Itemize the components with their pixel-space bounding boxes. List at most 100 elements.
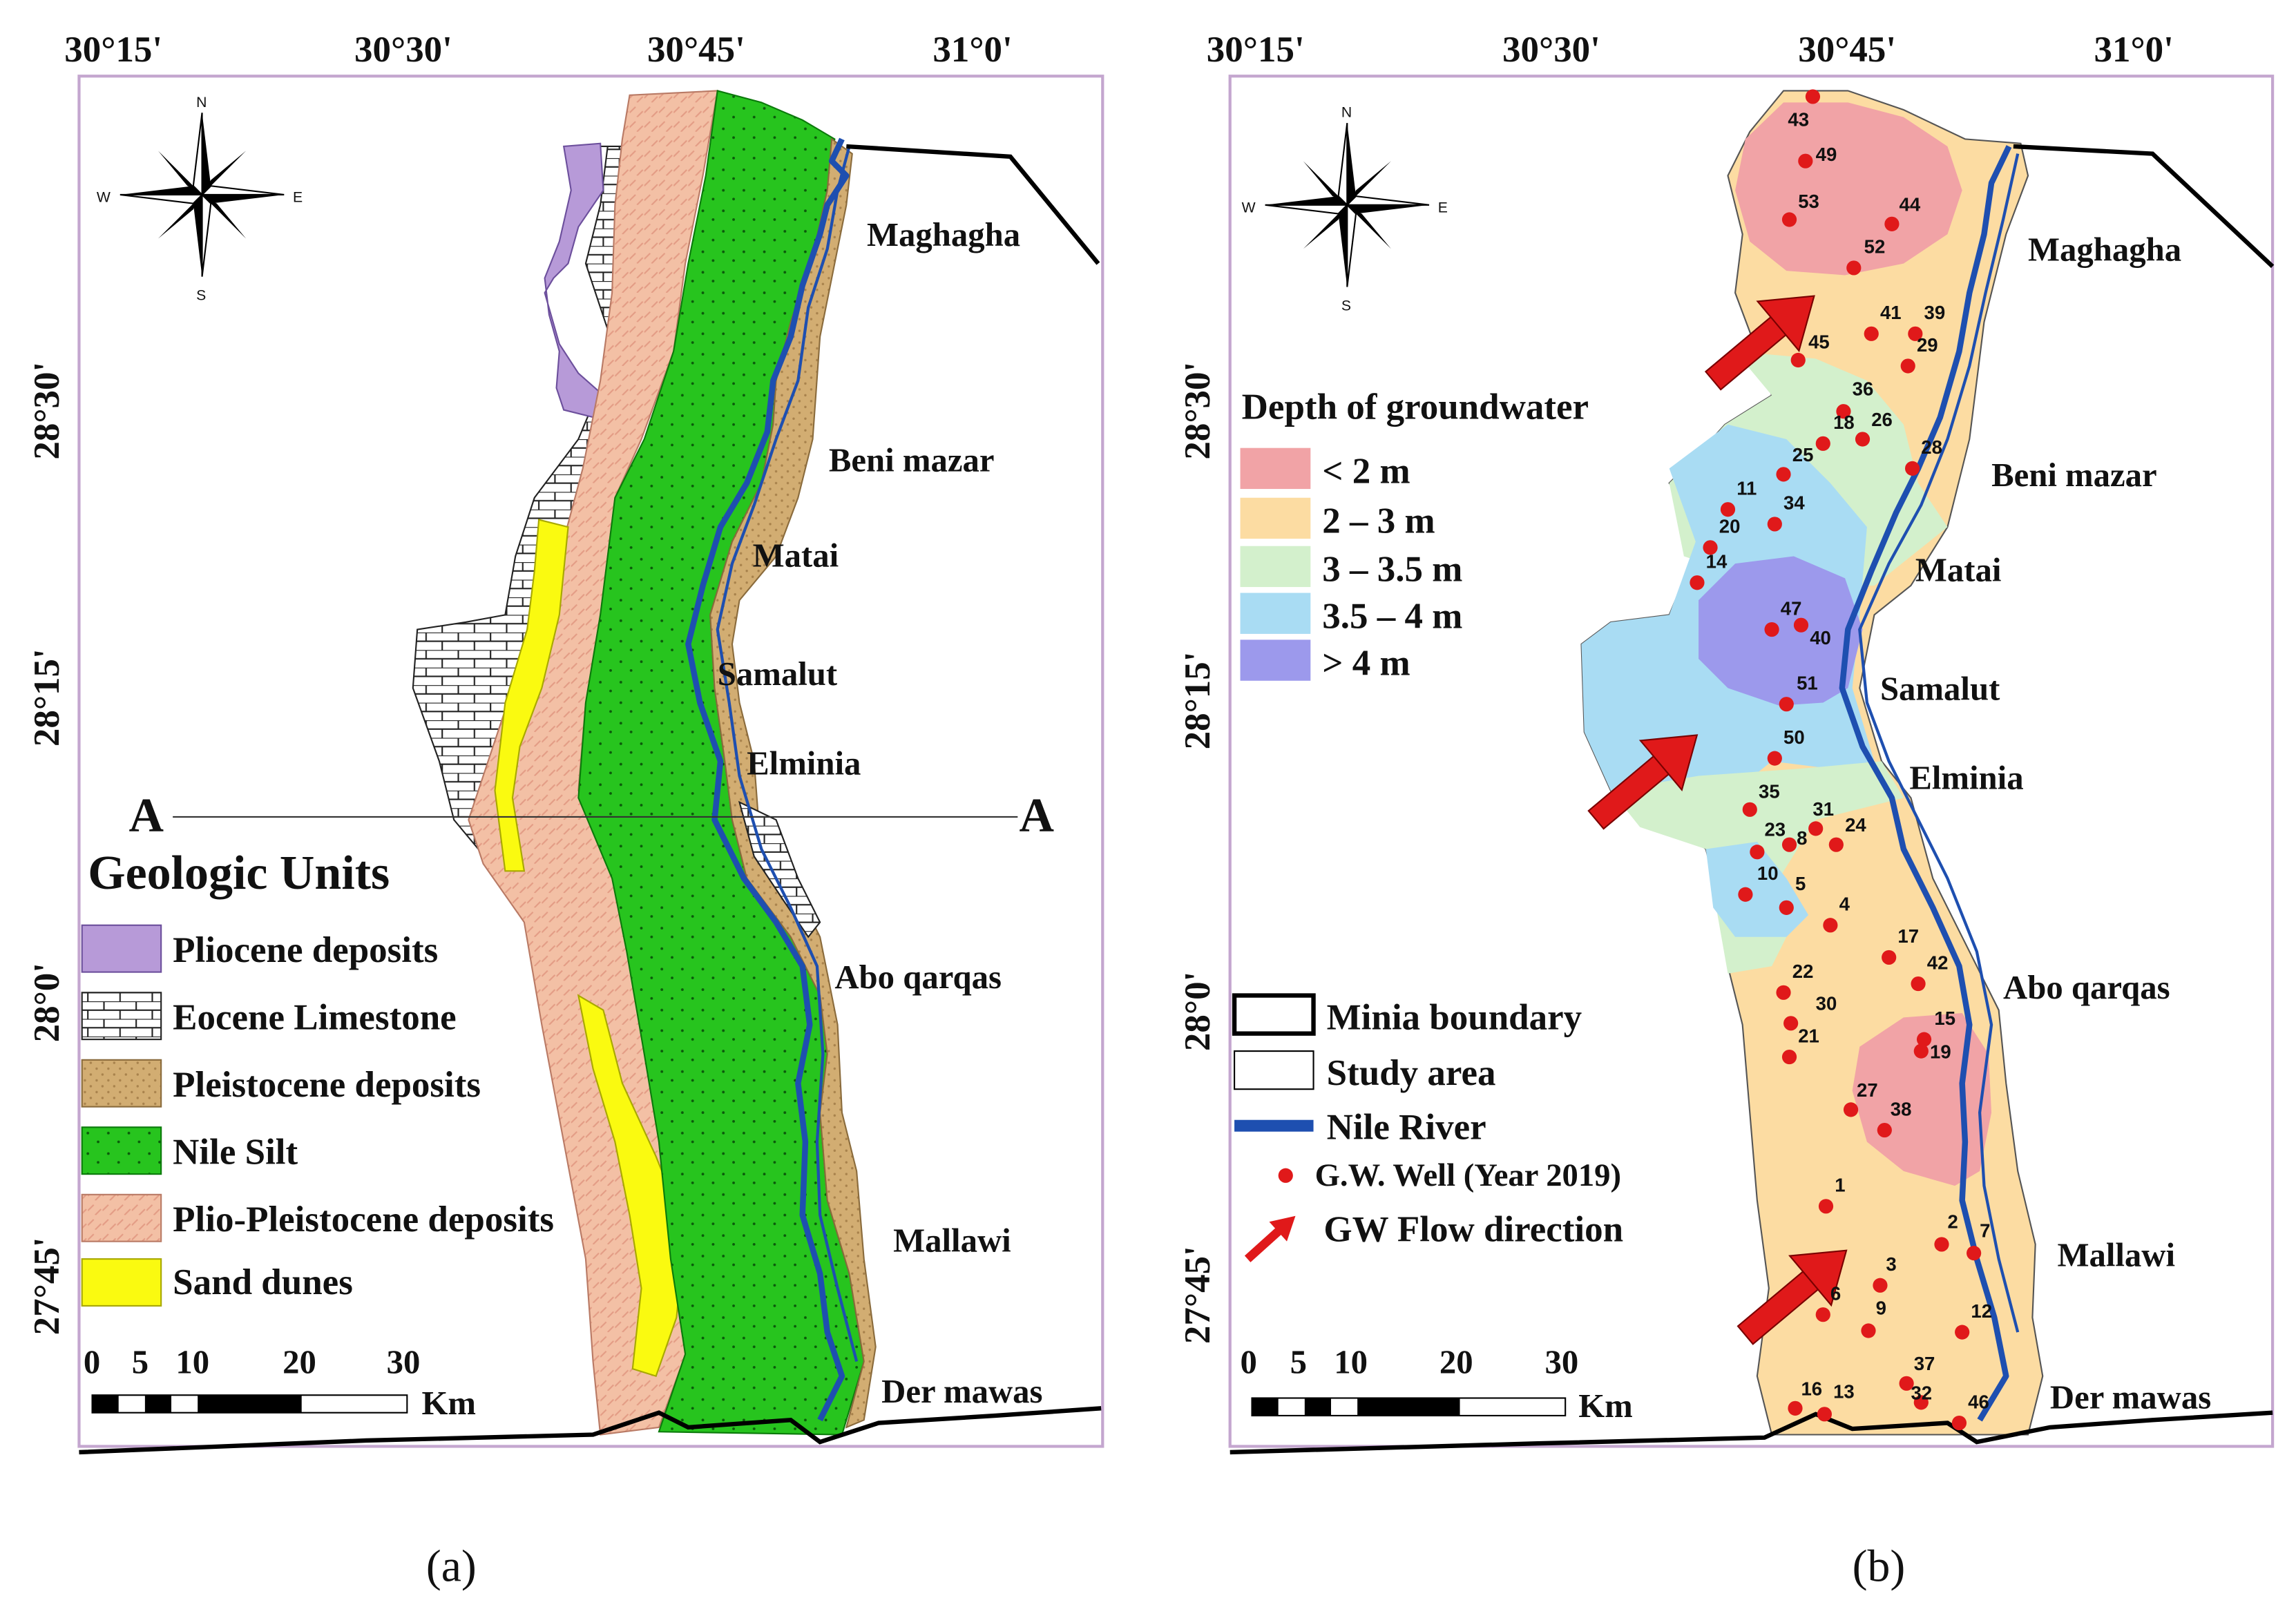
town-a-abo-qarqas: Abo qarqas — [834, 959, 1002, 996]
town-b-elminia: Elminia — [1909, 760, 2023, 797]
town-b-der-mawas: Der mawas — [2050, 1378, 2211, 1416]
town-a-beni-mazar: Beni mazar — [829, 442, 995, 479]
coord-top-b-3: 30°45' — [1798, 30, 1896, 70]
well-marker — [1808, 821, 1824, 836]
legend-b-3-5-4m: 3.5 – 4 m — [1322, 596, 1462, 636]
north-arrow-icon-b: N E S W — [1242, 105, 1448, 314]
legend-b-symbols: Minia boundary Study area Nile River G.W… — [1232, 993, 1623, 1262]
well-marker — [1823, 918, 1838, 933]
well-label: 9 — [1876, 1298, 1886, 1319]
well-label: 11 — [1737, 478, 1757, 499]
well-marker — [1750, 845, 1765, 860]
svg-text:0: 0 — [1241, 1343, 1257, 1380]
well-marker — [1908, 326, 1923, 341]
well-label: 24 — [1845, 814, 1866, 836]
svg-text:W: W — [1242, 200, 1256, 215]
town-a-samalut: Samalut — [718, 655, 838, 693]
well-marker — [1793, 617, 1809, 633]
well-label: 19 — [1930, 1041, 1951, 1063]
well-label: 1 — [1835, 1175, 1845, 1196]
coord-left-b-4: 27°45' — [1178, 1246, 1218, 1344]
town-a-elminia: Elminia — [747, 744, 861, 782]
well-label: 30 — [1816, 993, 1837, 1014]
well-marker — [1818, 1199, 1834, 1214]
legend-b-study-area: Study area — [1327, 1053, 1496, 1093]
well-label: 16 — [1801, 1378, 1822, 1399]
well-marker — [1779, 697, 1794, 712]
well-marker — [1951, 1415, 1967, 1431]
well-marker — [1779, 900, 1794, 915]
minia-boundary-b — [2013, 144, 2275, 269]
well-marker — [1843, 1102, 1859, 1117]
svg-text:0: 0 — [84, 1343, 100, 1380]
well-marker — [1703, 540, 1718, 555]
unit-sand-dunes-2 — [577, 994, 687, 1378]
well-marker — [1934, 1237, 1949, 1252]
well-marker — [1788, 1400, 1803, 1416]
well-marker — [1916, 1032, 1932, 1047]
town-b-mallawi: Mallawi — [2057, 1237, 2175, 1274]
svg-text:E: E — [293, 190, 303, 206]
well-marker — [1776, 467, 1791, 482]
legend-a-items: Pliocene deposits Eocene Limestone Pleis… — [81, 924, 554, 1307]
well-label: 52 — [1864, 236, 1886, 258]
well-marker — [1798, 153, 1813, 168]
well-label: 27 — [1857, 1079, 1878, 1101]
legend-a-nile-silt: Nile Silt — [173, 1132, 298, 1172]
panel-a-map: A A 30°15' 30°30' 30°45' 31°0' 28°30' 28… — [27, 30, 1104, 1591]
well-marker — [1767, 517, 1782, 532]
svg-text:20: 20 — [283, 1343, 316, 1380]
coord-left-a-3: 28°0' — [27, 963, 67, 1042]
nile-river-a — [685, 137, 850, 1422]
town-a-maghagha: Maghagha — [867, 216, 1020, 253]
svg-text:5: 5 — [1290, 1343, 1307, 1380]
well-marker — [1913, 1043, 1929, 1059]
depth-zone-lt-2m-north — [1735, 102, 1962, 276]
coord-top-a-3: 30°45' — [647, 30, 745, 70]
well-label: 6 — [1830, 1282, 1841, 1304]
coord-left-b-3: 28°0' — [1178, 972, 1218, 1051]
well-label: 8 — [1797, 827, 1807, 849]
well-marker — [1817, 1407, 1832, 1422]
coord-top-a-2: 30°30' — [354, 30, 452, 70]
well-marker — [1815, 436, 1830, 451]
svg-text:W: W — [97, 190, 111, 206]
svg-text:S: S — [1341, 298, 1351, 314]
well-label: 49 — [1816, 144, 1837, 165]
well-marker — [1884, 216, 1900, 231]
well-marker — [1882, 950, 1897, 965]
well-label: 23 — [1764, 818, 1786, 840]
well-label: 21 — [1798, 1025, 1819, 1046]
well-label: 32 — [1911, 1383, 1932, 1404]
town-a-matai: Matai — [753, 537, 839, 574]
well-label: 50 — [1783, 726, 1805, 748]
well-label: 42 — [1927, 952, 1949, 973]
legend-b-minia-boundary: Minia boundary — [1327, 997, 1582, 1037]
well-label: 14 — [1706, 551, 1728, 572]
svg-text:N: N — [1341, 105, 1352, 121]
well-marker — [1967, 1246, 1982, 1261]
svg-text:30: 30 — [387, 1343, 421, 1380]
well-marker — [1873, 1278, 1888, 1293]
well-label: 2 — [1947, 1211, 1958, 1233]
nile-river-a-inner — [716, 146, 859, 1362]
svg-text:Km: Km — [422, 1385, 477, 1422]
legend-b-well: G.W. Well (Year 2019) — [1315, 1157, 1621, 1193]
town-a-mallawi: Mallawi — [893, 1222, 1011, 1260]
svg-text:20: 20 — [1439, 1343, 1473, 1380]
legend-b-title: Depth of groundwater — [1242, 387, 1589, 427]
svg-text:E: E — [1438, 200, 1448, 215]
legend-a-pliocene: Pliocene deposits — [173, 930, 438, 970]
well-marker — [1855, 432, 1871, 447]
well-marker — [1781, 212, 1797, 227]
legend-a-title: Geologic Units — [88, 847, 390, 900]
svg-text:Km: Km — [1578, 1387, 1633, 1425]
well-marker — [1911, 976, 1926, 992]
north-arrow-icon-a: N E S W — [97, 95, 303, 304]
well-marker — [1805, 89, 1821, 104]
well-marker — [1720, 502, 1736, 517]
well-label: 34 — [1783, 492, 1805, 514]
well-label: 26 — [1871, 409, 1893, 430]
